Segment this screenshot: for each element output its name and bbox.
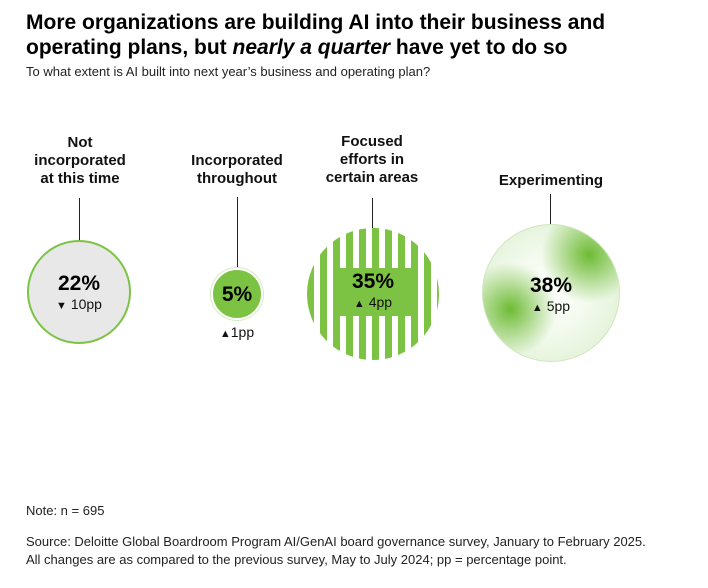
change-value: 1pp (230, 324, 255, 340)
value-label-focused-efforts: 35% (351, 270, 395, 293)
arrow-up-icon: ▲ (531, 302, 543, 314)
category-label-line: Experimenting (498, 172, 604, 189)
connector-line-incorporated-throughout (237, 197, 238, 269)
title-part-2: have yet to do so (390, 36, 568, 59)
arrow-down-icon: ▼ (56, 300, 67, 312)
category-label-focused-efforts: Focused efforts in certain areas (297, 133, 447, 187)
category-label-line: efforts in (339, 151, 405, 168)
source-line-1: Source: Deloitte Global Boardroom Progra… (26, 534, 646, 549)
value-group-focused-efforts: 35% ▲ 4pp (333, 268, 413, 316)
value-label-not-incorporated: 22% (57, 272, 101, 295)
value-highlight-box: 35% ▲ 4pp (333, 268, 413, 316)
category-label-line: Focused (341, 133, 403, 150)
source-line-2: All changes are as compared to the previ… (26, 552, 567, 567)
bubble-experimenting (482, 224, 620, 362)
change-label-not-incorporated: ▼ 10pp (29, 296, 129, 314)
arrow-up-icon: ▲ (353, 298, 365, 310)
arrow-up-icon: ▲ (219, 328, 231, 340)
change-value: 5pp (546, 298, 571, 314)
bubble-incorporated-throughout (211, 268, 263, 320)
category-label-line: certain areas (325, 169, 419, 186)
change-label-incorporated-throughout: ▲1pp (197, 324, 277, 342)
chart-title: More organizations are building AI into … (26, 10, 696, 60)
connector-line-not-incorporated (79, 198, 80, 242)
value-group-experimenting: 38% ▲ 5pp (511, 274, 591, 316)
footnote: Note: n = 695 (26, 503, 105, 518)
category-label-line: Incorporated (191, 152, 283, 169)
change-label-focused-efforts: ▲ 4pp (339, 294, 407, 312)
category-label-experimenting: Experimenting (476, 172, 626, 190)
connector-line-experimenting (550, 194, 551, 226)
value-label-experimenting: 38% (529, 274, 573, 297)
change-label-experimenting: ▲ 5pp (511, 298, 591, 316)
category-label-line: incorporated (34, 152, 126, 169)
value-group-incorporated-throughout: 5% (197, 283, 277, 307)
category-label-incorporated-throughout: Incorporated throughout (162, 152, 312, 188)
connector-line-focused-efforts (372, 198, 373, 228)
category-label-line: Not (67, 134, 93, 151)
chart-subtitle: To what extent is AI built into next yea… (26, 64, 431, 79)
bubble-not-incorporated (27, 240, 131, 344)
title-part-1: More organizations are building AI into … (26, 11, 606, 59)
title-emphasis: nearly a quarter (232, 36, 391, 59)
category-label-not-incorporated: Not incorporated at this time (5, 134, 155, 188)
change-value: 4pp (368, 294, 393, 310)
source-note: Source: Deloitte Global Boardroom Progra… (26, 533, 696, 569)
value-label-incorporated-throughout: 5% (221, 283, 253, 306)
change-value: 10pp (70, 296, 102, 312)
category-label-line: throughout (197, 170, 277, 187)
value-group-not-incorporated: 22% ▼ 10pp (29, 272, 129, 314)
category-label-line: at this time (40, 170, 120, 187)
